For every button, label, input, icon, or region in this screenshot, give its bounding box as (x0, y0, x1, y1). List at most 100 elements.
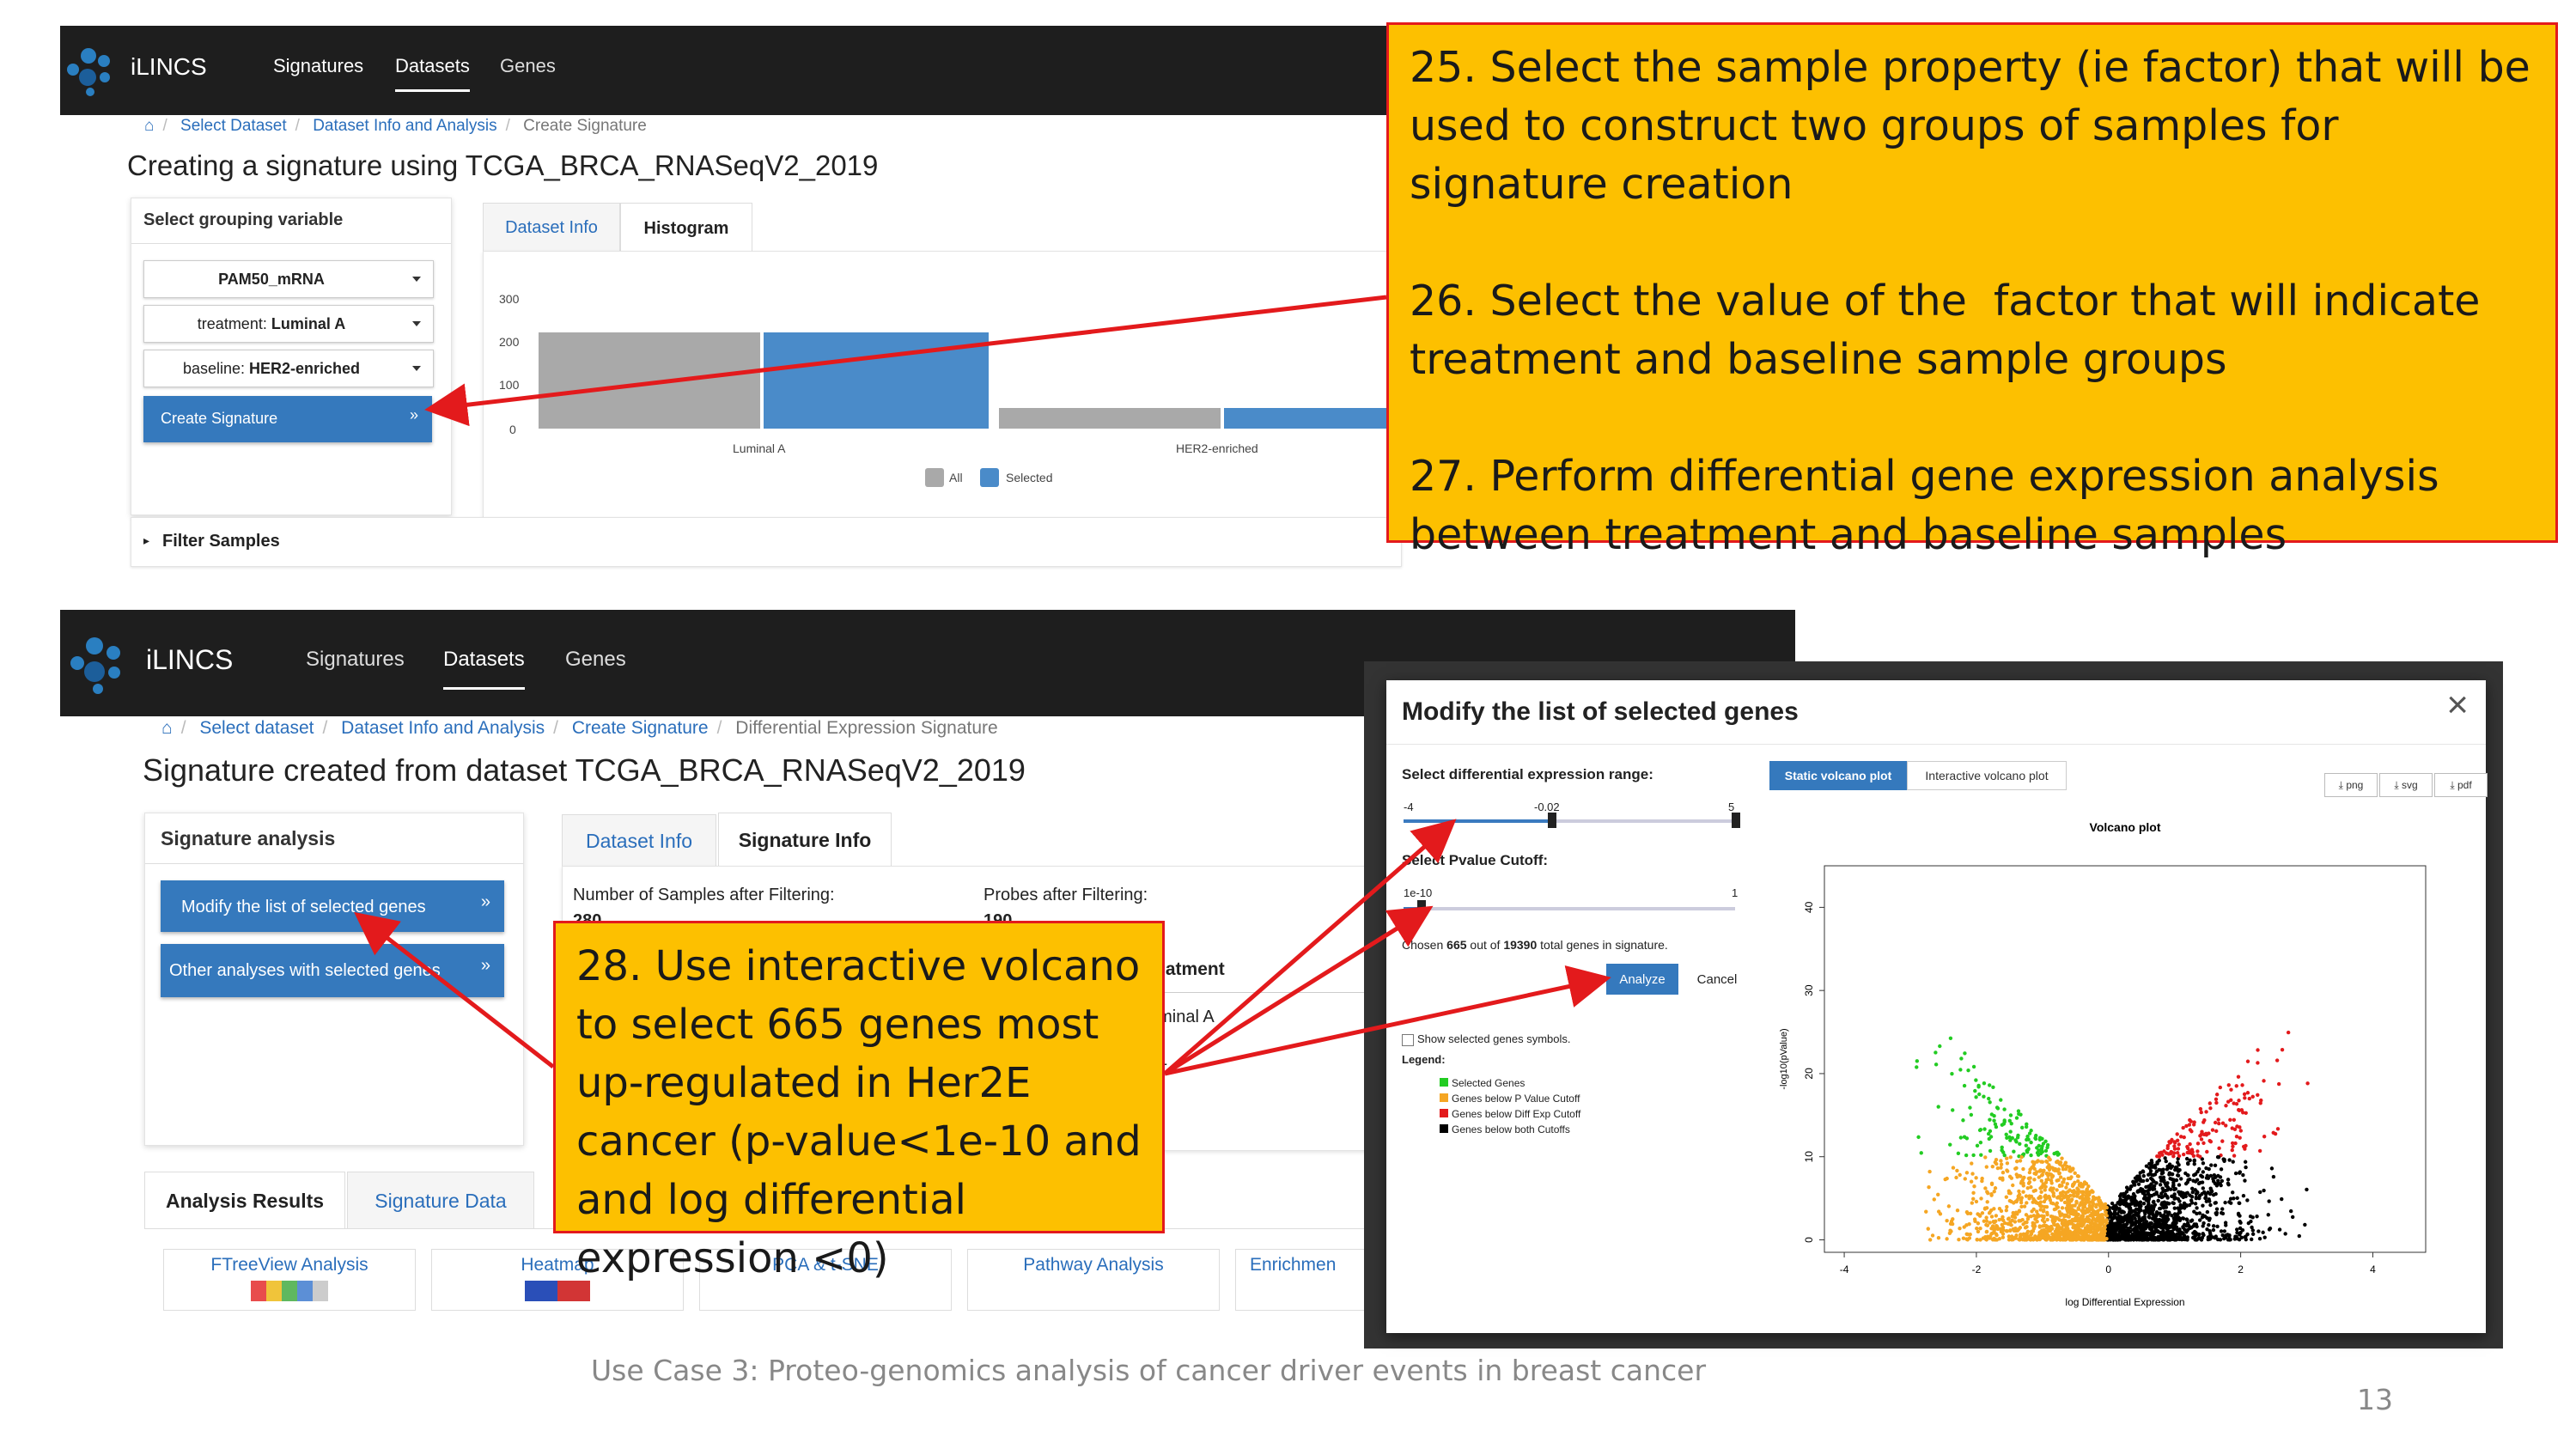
result-card-label: PCA & t-SNE (700, 1255, 951, 1275)
callout-steps-25-27: 25. Select the sample property (ie facto… (1386, 22, 2558, 559)
y-tick-label: 0 (1803, 1237, 1815, 1243)
close-icon[interactable]: × (2446, 684, 2469, 726)
legend-list: Selected Genes Genes below P Value Cutoff… (1440, 1077, 1749, 1146)
crumb-select-dataset[interactable]: Select Dataset (180, 117, 287, 135)
x-tick-label: -4 (1840, 1263, 1849, 1275)
create-signature-label: Create Signature (161, 410, 278, 427)
download-icon: ⤓ (2450, 778, 2455, 791)
nav-genes[interactable]: Genes (565, 648, 626, 671)
tab-signature-data[interactable]: Signature Data (347, 1172, 534, 1229)
y-tick-label: 20 (1803, 1068, 1815, 1080)
treatment-value: Luminal A (271, 314, 346, 332)
brand-name[interactable]: iLINCS (131, 53, 207, 80)
panel-heading: Signature analysis (161, 827, 336, 849)
result-card-label: Pathway Analysis (1023, 1255, 1164, 1275)
x-tick-label: 0 (2105, 1263, 2111, 1275)
factor-select-value: PAM50_mRNA (218, 270, 325, 288)
nav-signatures[interactable]: Signatures (273, 55, 364, 76)
tab-analysis-results[interactable]: Analysis Results (144, 1172, 345, 1229)
tab-signature-info[interactable]: Signature Info (718, 813, 892, 867)
slider-handle[interactable] (1417, 900, 1426, 916)
home-icon[interactable]: ⌂ (161, 718, 173, 738)
page-title: Creating a signature using TCGA_BRCA_RNA… (127, 149, 879, 181)
result-card-label: Enrichmen (1250, 1255, 1337, 1275)
grouping-panel: Select grouping variable PAM50_mRNA trea… (131, 198, 452, 515)
treatment-prefix: treatment: (197, 314, 267, 332)
range-max: 5 (1728, 801, 1735, 813)
y-tick: 0 (509, 423, 516, 436)
nav-datasets[interactable]: Datasets (443, 648, 525, 690)
legend-swatch (1440, 1124, 1448, 1133)
crumb-dataset-info[interactable]: Dataset Info and Analysis (313, 117, 497, 135)
y-axis-label: -log10(pValue) (1779, 1028, 1789, 1089)
caret-down-icon (412, 321, 421, 326)
slider-handle[interactable] (1548, 813, 1556, 828)
bar-all-luminal-a (539, 332, 760, 429)
x-axis-label: log Differential Expression (2065, 1296, 2184, 1308)
create-signature-button[interactable]: Create Signature » (143, 396, 432, 442)
show-symbols-checkbox[interactable] (1402, 1034, 1414, 1046)
modify-genes-label: Modify the list of selected genes (181, 898, 426, 916)
crumb-create-signature: Create Signature (523, 117, 647, 135)
crumb-select-dataset[interactable]: Select dataset (199, 718, 314, 738)
result-card-pathway[interactable]: Pathway Analysis (967, 1249, 1220, 1311)
y-tick: 100 (499, 378, 520, 392)
legend-selected-label: Selected (1006, 471, 1052, 484)
filter-samples-bar[interactable]: ▸ Filter Samples (131, 517, 1402, 567)
crumb-de-signature: Differential Expression Signature (735, 718, 998, 738)
x-tick-label: 4 (2370, 1263, 2376, 1275)
legend-swatch (1440, 1078, 1448, 1087)
y-tick-label: 30 (1803, 984, 1815, 996)
download-svg-button[interactable]: ⤓ svg (2379, 773, 2433, 797)
tab-static-volcano[interactable]: Static volcano plot (1769, 761, 1907, 790)
download-png-button[interactable]: ⤓ png (2324, 773, 2378, 797)
legend-all-swatch (925, 468, 944, 487)
tab-dataset-info[interactable]: Dataset Info (483, 203, 620, 252)
legend-swatch (1440, 1109, 1448, 1117)
download-pdf-button[interactable]: ⤓ pdf (2434, 773, 2488, 797)
baseline-select[interactable]: baseline: HER2-enriched (143, 350, 434, 387)
nav-datasets[interactable]: Datasets (395, 55, 470, 92)
slide-caption: Use Case 3: Proteo-genomics analysis of … (591, 1354, 1707, 1387)
nav-genes[interactable]: Genes (500, 55, 556, 76)
thumbnail-icon (251, 1281, 328, 1301)
result-card-ftreeview[interactable]: FTreeView Analysis (163, 1249, 416, 1311)
slider-handle[interactable] (1732, 813, 1740, 828)
callout-step-28: 28. Use interactive volcano to select 66… (553, 921, 1165, 1282)
other-analyses-button[interactable]: Other analyses with selected genes » (161, 944, 504, 997)
result-card-heatmap[interactable]: Heatmap (431, 1249, 684, 1311)
tab-histogram[interactable]: Histogram (620, 203, 752, 253)
x-tick-label: -2 (1972, 1263, 1982, 1275)
page-number: 13 (2357, 1383, 2393, 1416)
legend-title: Legend: (1402, 1053, 1446, 1066)
tab-interactive-volcano[interactable]: Interactive volcano plot (1907, 761, 2067, 790)
bar-selected-luminal-a (764, 332, 989, 429)
pvalue-slider[interactable] (1404, 900, 1735, 916)
chosen-total: 19390 (1503, 938, 1538, 952)
crumb-create-signature[interactable]: Create Signature (571, 718, 709, 738)
cancel-button[interactable]: Cancel (1696, 971, 1738, 987)
y-tick: 200 (499, 335, 520, 349)
top-screenshot: iLINCS Signatures Datasets Genes ⌂ / Sele… (60, 26, 1402, 580)
factor-select[interactable]: PAM50_mRNA (143, 260, 434, 298)
show-symbols-label: Show selected genes symbols. (1417, 1032, 1571, 1045)
chosen-count: 665 (1446, 938, 1467, 952)
analyze-button[interactable]: Analyze (1606, 964, 1678, 995)
crumb-dataset-info[interactable]: Dataset Info and Analysis (341, 718, 545, 738)
bar-selected-her2 (1224, 408, 1401, 429)
y-tick: 300 (499, 292, 520, 306)
brand-name[interactable]: iLINCS (146, 644, 234, 675)
volcano-plot[interactable]: Volcano plot log Differential Expression -… (1764, 797, 2451, 1312)
diff-range-slider[interactable] (1404, 813, 1740, 828)
tab-dataset-info[interactable]: Dataset Info (562, 814, 716, 867)
modify-genes-button[interactable]: Modify the list of selected genes » (161, 880, 504, 932)
home-icon[interactable]: ⌂ (144, 117, 155, 135)
x-tick-label: 2 (2238, 1263, 2244, 1275)
samples-value: 280 (573, 911, 602, 923)
legend-label: Genes below Diff Exp Cutoff (1452, 1108, 1581, 1120)
nav-signatures[interactable]: Signatures (306, 648, 405, 671)
pvalue-value: 1e-10 (1404, 886, 1433, 899)
treatment-select[interactable]: treatment: Luminal A (143, 305, 434, 343)
result-card-pca[interactable]: PCA & t-SNE (699, 1249, 952, 1311)
y-tick-label: 40 (1803, 901, 1815, 913)
